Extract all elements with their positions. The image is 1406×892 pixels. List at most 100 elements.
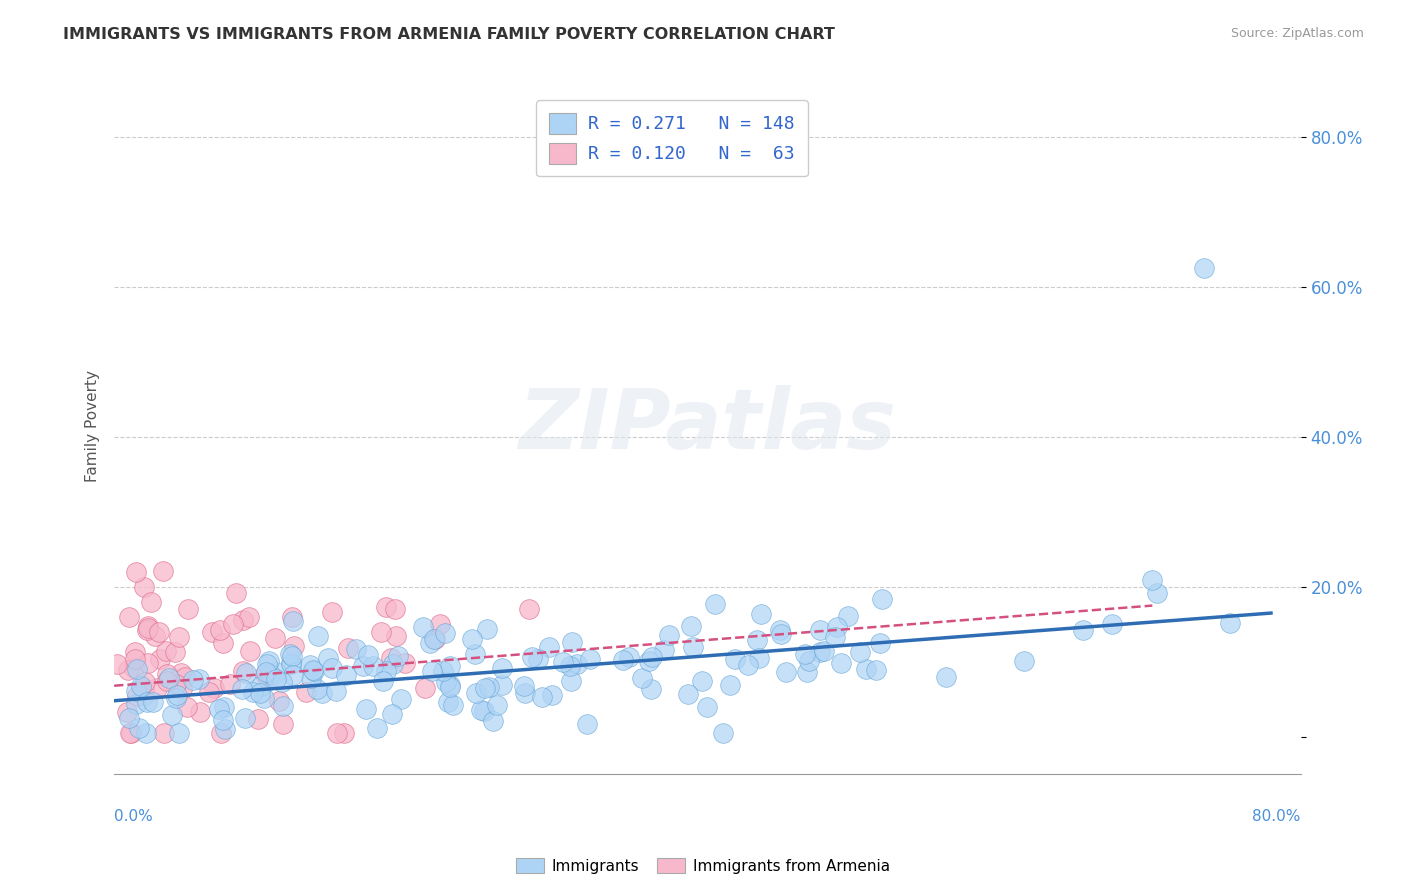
Point (381, 707, 404, 722)
Point (520, 649, 543, 664)
Point (332, 726, 354, 740)
Point (219, 677, 242, 691)
Point (439, 658, 461, 673)
Point (1071, 624, 1094, 638)
Point (470, 703, 492, 717)
Point (718, 678, 741, 692)
Point (212, 699, 235, 714)
Point (394, 657, 416, 671)
Point (425, 632, 447, 646)
Point (1146, 586, 1168, 600)
Point (808, 623, 831, 637)
Point (474, 681, 496, 695)
Point (149, 652, 172, 666)
Point (321, 605, 343, 619)
Point (125, 684, 148, 698)
Point (280, 656, 302, 670)
Point (935, 670, 957, 684)
Point (374, 599, 396, 614)
Point (138, 656, 160, 670)
Point (138, 619, 160, 633)
Point (136, 623, 159, 637)
Point (478, 680, 501, 694)
Point (132, 580, 155, 594)
Point (769, 624, 792, 638)
Point (283, 640, 305, 654)
Point (233, 711, 256, 725)
Point (157, 671, 180, 685)
Point (696, 699, 718, 714)
Point (370, 624, 392, 639)
Point (122, 661, 145, 675)
Point (357, 648, 380, 663)
Point (464, 647, 486, 661)
Point (125, 697, 148, 711)
Point (232, 664, 254, 678)
Point (748, 650, 770, 665)
Point (560, 673, 582, 688)
Point (640, 682, 662, 697)
Point (307, 629, 329, 643)
Point (202, 681, 225, 695)
Point (271, 717, 294, 731)
Point (280, 657, 302, 671)
Legend: R = 0.271   N = 148, R = 0.120   N =  63: R = 0.271 N = 148, R = 0.120 N = 63 (536, 101, 807, 177)
Point (134, 675, 156, 690)
Point (384, 602, 406, 616)
Point (155, 666, 177, 681)
Text: ZIPatlas: ZIPatlas (519, 385, 897, 467)
Point (167, 726, 190, 740)
Point (174, 670, 197, 684)
Point (513, 679, 536, 693)
Point (212, 636, 235, 650)
Point (281, 668, 304, 682)
Point (434, 626, 457, 640)
Point (352, 658, 374, 673)
Point (617, 650, 640, 665)
Point (482, 714, 505, 728)
Point (837, 608, 859, 623)
Point (281, 610, 304, 624)
Point (423, 632, 446, 647)
Point (250, 679, 273, 693)
Point (117, 663, 139, 677)
Point (429, 617, 451, 632)
Point (676, 687, 699, 701)
Point (335, 668, 357, 682)
Text: Source: ZipAtlas.com: Source: ZipAtlas.com (1230, 27, 1364, 40)
Point (1101, 616, 1123, 631)
Point (869, 636, 891, 650)
Point (419, 636, 441, 650)
Point (181, 673, 204, 687)
Point (256, 657, 278, 671)
Point (117, 711, 139, 725)
Point (813, 644, 835, 658)
Point (374, 665, 396, 679)
Point (641, 650, 664, 665)
Point (491, 661, 513, 675)
Point (472, 704, 495, 718)
Point (316, 650, 339, 665)
Point (311, 686, 333, 700)
Point (870, 592, 893, 607)
Y-axis label: Family Poverty: Family Poverty (86, 370, 100, 482)
Point (576, 717, 599, 731)
Point (1014, 655, 1036, 669)
Point (461, 632, 484, 647)
Point (658, 628, 681, 642)
Point (561, 634, 583, 648)
Point (105, 657, 128, 671)
Point (214, 722, 236, 736)
Point (436, 674, 458, 689)
Point (254, 665, 277, 679)
Point (830, 657, 852, 671)
Point (201, 625, 224, 640)
Point (799, 654, 821, 668)
Point (737, 657, 759, 672)
Point (825, 620, 848, 634)
Point (208, 701, 231, 715)
Point (120, 726, 142, 740)
Point (439, 678, 461, 692)
Point (235, 666, 257, 681)
Point (385, 629, 408, 643)
